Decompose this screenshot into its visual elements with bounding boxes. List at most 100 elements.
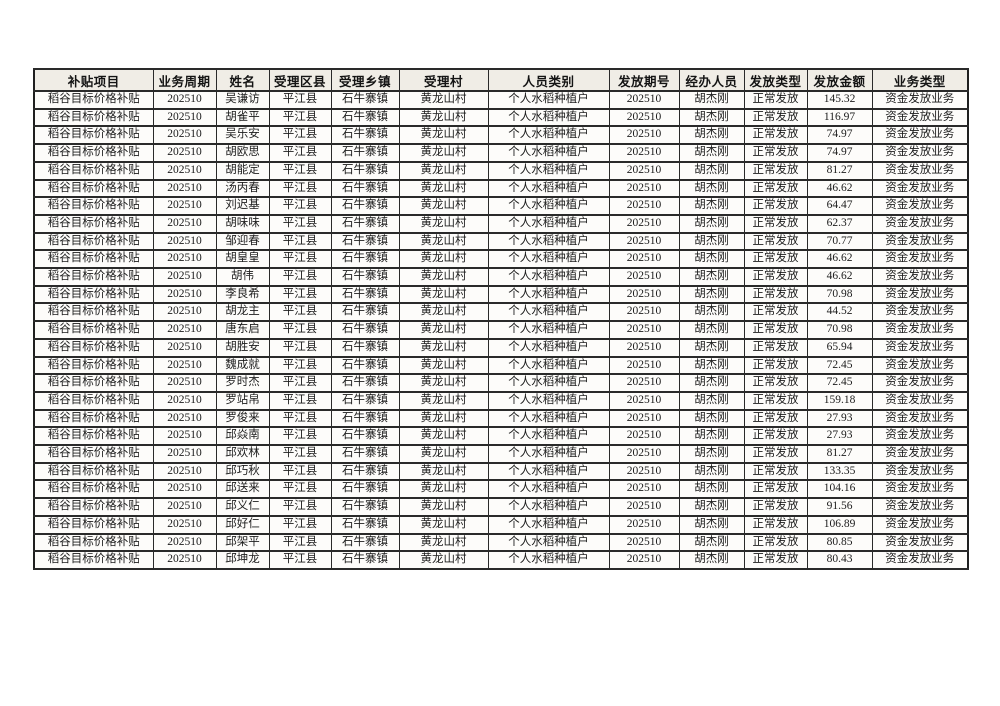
cell-business-type: 资金发放业务 bbox=[871, 355, 969, 376]
table-row: 稻谷目标价格补贴 202510 邱送来 平江县 石牛寨镇 黄龙山村 个人水稻种植户 20251… bbox=[33, 479, 969, 500]
cell-district-county: 平江县 bbox=[268, 337, 332, 358]
table-row: 稻谷目标价格补贴 202510 胡伟 平江县 石牛寨镇 黄龙山村 个人水稻种植户 202510… bbox=[33, 267, 969, 287]
cell-name: 吴乐安 bbox=[215, 125, 270, 146]
cell-operator: 胡杰刚 bbox=[678, 408, 745, 429]
cell-issue-amount: 27.93 bbox=[806, 408, 873, 429]
cell-name: 罗站帛 bbox=[215, 390, 270, 411]
cell-township: 石牛寨镇 bbox=[330, 390, 400, 411]
cell-village: 黄龙山村 bbox=[398, 284, 489, 305]
cell-business-type: 资金发放业务 bbox=[871, 461, 969, 482]
cell-operator: 胡杰刚 bbox=[678, 320, 745, 340]
cell-issue-type: 正常发放 bbox=[743, 355, 808, 376]
cell-village: 黄龙山村 bbox=[398, 514, 489, 535]
cell-subsidy-project: 稻谷目标价格补贴 bbox=[33, 196, 154, 216]
cell-district-county: 平江县 bbox=[268, 461, 332, 482]
cell-person-category: 个人水稻种植户 bbox=[487, 143, 610, 163]
column-header-subsidy-project: 补贴项目 bbox=[33, 68, 154, 92]
cell-village: 黄龙山村 bbox=[398, 107, 489, 128]
cell-district-county: 平江县 bbox=[268, 532, 332, 553]
table-row: 稻谷目标价格补贴 202510 邱坤龙 平江县 石牛寨镇 黄龙山村 个人水稻种植户 20251… bbox=[33, 550, 969, 570]
cell-name: 汤丙春 bbox=[215, 178, 270, 199]
cell-business-type: 资金发放业务 bbox=[871, 390, 969, 411]
cell-issue-amount: 81.27 bbox=[806, 160, 873, 181]
cell-business-type: 资金发放业务 bbox=[871, 532, 969, 553]
cell-issue-period: 202510 bbox=[608, 426, 680, 447]
cell-business-type: 资金发放业务 bbox=[871, 143, 969, 163]
cell-village: 黄龙山村 bbox=[398, 461, 489, 482]
cell-subsidy-project: 稻谷目标价格补贴 bbox=[33, 390, 154, 411]
cell-issue-amount: 116.97 bbox=[806, 107, 873, 128]
cell-business-period: 202510 bbox=[152, 337, 217, 358]
cell-operator: 胡杰刚 bbox=[678, 337, 745, 358]
cell-village: 黄龙山村 bbox=[398, 231, 489, 252]
cell-township: 石牛寨镇 bbox=[330, 479, 400, 500]
cell-operator: 胡杰刚 bbox=[678, 497, 745, 517]
cell-township: 石牛寨镇 bbox=[330, 284, 400, 305]
cell-issue-period: 202510 bbox=[608, 532, 680, 553]
cell-business-type: 资金发放业务 bbox=[871, 550, 969, 570]
cell-issue-amount: 65.94 bbox=[806, 337, 873, 358]
table-row: 稻谷目标价格补贴 202510 胡味味 平江县 石牛寨镇 黄龙山村 个人水稻种植户 20251… bbox=[33, 213, 969, 234]
cell-business-period: 202510 bbox=[152, 178, 217, 199]
cell-issue-type: 正常发放 bbox=[743, 231, 808, 252]
cell-township: 石牛寨镇 bbox=[330, 249, 400, 270]
table-row: 稻谷目标价格补贴 202510 汤丙春 平江县 石牛寨镇 黄龙山村 个人水稻种植户 20251… bbox=[33, 178, 969, 199]
cell-subsidy-project: 稻谷目标价格补贴 bbox=[33, 249, 154, 270]
cell-name: 胡胜安 bbox=[215, 337, 270, 358]
cell-issue-type: 正常发放 bbox=[743, 178, 808, 199]
table-row: 稻谷目标价格补贴 202510 罗俊来 平江县 石牛寨镇 黄龙山村 个人水稻种植户 20251… bbox=[33, 408, 969, 429]
cell-issue-period: 202510 bbox=[608, 355, 680, 376]
cell-person-category: 个人水稻种植户 bbox=[487, 497, 610, 517]
cell-township: 石牛寨镇 bbox=[330, 90, 400, 110]
cell-issue-type: 正常发放 bbox=[743, 90, 808, 110]
cell-district-county: 平江县 bbox=[268, 444, 332, 464]
cell-business-period: 202510 bbox=[152, 196, 217, 216]
cell-village: 黄龙山村 bbox=[398, 302, 489, 323]
cell-business-period: 202510 bbox=[152, 550, 217, 570]
cell-name: 胡雀平 bbox=[215, 107, 270, 128]
cell-business-type: 资金发放业务 bbox=[871, 373, 969, 393]
cell-issue-amount: 159.18 bbox=[806, 390, 873, 411]
cell-issue-amount: 27.93 bbox=[806, 426, 873, 447]
cell-business-type: 资金发放业务 bbox=[871, 267, 969, 287]
table-row: 稻谷目标价格补贴 202510 胡能定 平江县 石牛寨镇 黄龙山村 个人水稻种植户 20251… bbox=[33, 160, 969, 181]
cell-business-type: 资金发放业务 bbox=[871, 497, 969, 517]
cell-business-type: 资金发放业务 bbox=[871, 284, 969, 305]
table-row: 稻谷目标价格补贴 202510 唐东启 平江县 石牛寨镇 黄龙山村 个人水稻种植户 20251… bbox=[33, 320, 969, 340]
cell-subsidy-project: 稻谷目标价格补贴 bbox=[33, 125, 154, 146]
cell-name: 邱欢林 bbox=[215, 444, 270, 464]
cell-business-period: 202510 bbox=[152, 160, 217, 181]
cell-operator: 胡杰刚 bbox=[678, 231, 745, 252]
cell-name: 邹迎春 bbox=[215, 231, 270, 252]
cell-village: 黄龙山村 bbox=[398, 196, 489, 216]
cell-person-category: 个人水稻种植户 bbox=[487, 337, 610, 358]
cell-business-type: 资金发放业务 bbox=[871, 178, 969, 199]
cell-operator: 胡杰刚 bbox=[678, 90, 745, 110]
cell-business-type: 资金发放业务 bbox=[871, 125, 969, 146]
cell-village: 黄龙山村 bbox=[398, 320, 489, 340]
cell-issue-type: 正常发放 bbox=[743, 267, 808, 287]
cell-business-period: 202510 bbox=[152, 408, 217, 429]
table-row: 稻谷目标价格补贴 202510 魏成就 平江县 石牛寨镇 黄龙山村 个人水稻种植户 20251… bbox=[33, 355, 969, 376]
cell-village: 黄龙山村 bbox=[398, 373, 489, 393]
cell-issue-period: 202510 bbox=[608, 125, 680, 146]
column-header-issue-type: 发放类型 bbox=[743, 68, 808, 92]
cell-issue-type: 正常发放 bbox=[743, 249, 808, 270]
cell-business-period: 202510 bbox=[152, 90, 217, 110]
column-header-name: 姓名 bbox=[215, 68, 270, 92]
cell-township: 石牛寨镇 bbox=[330, 160, 400, 181]
cell-name: 胡皇皇 bbox=[215, 249, 270, 270]
cell-village: 黄龙山村 bbox=[398, 337, 489, 358]
cell-business-type: 资金发放业务 bbox=[871, 479, 969, 500]
cell-business-period: 202510 bbox=[152, 373, 217, 393]
cell-business-period: 202510 bbox=[152, 355, 217, 376]
cell-subsidy-project: 稻谷目标价格补贴 bbox=[33, 426, 154, 447]
cell-subsidy-project: 稻谷目标价格补贴 bbox=[33, 408, 154, 429]
cell-issue-type: 正常发放 bbox=[743, 107, 808, 128]
cell-business-type: 资金发放业务 bbox=[871, 213, 969, 234]
cell-person-category: 个人水稻种植户 bbox=[487, 320, 610, 340]
table-row: 稻谷目标价格补贴 202510 吴乐安 平江县 石牛寨镇 黄龙山村 个人水稻种植户 20251… bbox=[33, 125, 969, 146]
cell-issue-period: 202510 bbox=[608, 479, 680, 500]
cell-issue-type: 正常发放 bbox=[743, 143, 808, 163]
cell-issue-type: 正常发放 bbox=[743, 337, 808, 358]
